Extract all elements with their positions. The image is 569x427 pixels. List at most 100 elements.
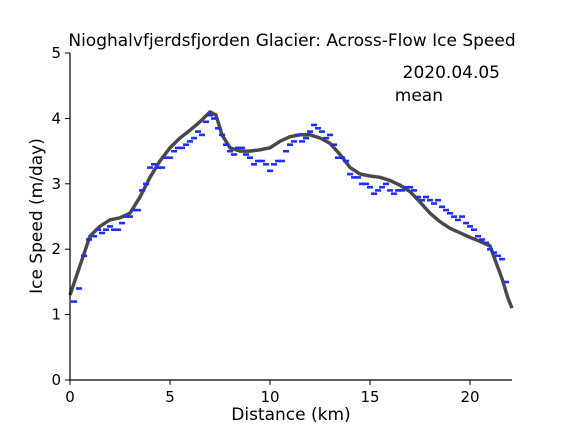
data-point-2020-04-05: [343, 159, 349, 163]
data-point-2020-04-05: [151, 163, 157, 166]
data-point-2020-04-05: [319, 130, 325, 133]
data-point-2020-04-05: [119, 221, 125, 225]
data-point-2020-04-05: [323, 136, 329, 140]
data-point-2020-04-05: [415, 195, 421, 199]
data-point-2020-04-05: [243, 153, 249, 156]
plot-area: [68, 110, 514, 309]
data-point-2020-04-05: [195, 130, 201, 133]
data-point-2020-04-05: [347, 172, 353, 176]
data-point-2020-04-05: [371, 192, 377, 195]
data-point-2020-04-05: [207, 113, 213, 117]
data-point-2020-04-05: [175, 146, 181, 150]
data-point-2020-04-05: [387, 189, 393, 192]
data-point-2020-04-05: [367, 185, 373, 189]
data-point-2020-04-05: [499, 257, 505, 261]
data-point-2020-04-05: [95, 228, 101, 231]
data-point-2020-04-05: [99, 231, 105, 235]
x-tick-label: 10: [260, 388, 279, 406]
x-ticks: 0 5 10 15 20: [65, 380, 480, 406]
data-point-2020-04-05: [375, 189, 381, 192]
legend: 2020.04.05 mean: [395, 63, 500, 106]
y-axis-label: Ice Speed (m/day): [27, 138, 47, 294]
data-point-2020-04-05: [279, 159, 285, 163]
y-ticks: 0 1 2 3 4 5: [51, 44, 70, 389]
y-tick-label: 2: [51, 240, 61, 258]
chart-title: Nioghalvfjerdsfjorden Glacier: Across-Fl…: [68, 31, 515, 51]
data-point-2020-04-05: [443, 208, 449, 212]
x-tick-label: 0: [65, 388, 75, 406]
data-point-2020-04-05: [351, 176, 357, 179]
data-point-2020-04-05: [339, 156, 345, 159]
data-point-2020-04-05: [247, 156, 253, 159]
data-point-2020-04-05: [223, 143, 229, 146]
data-point-2020-04-05: [135, 208, 141, 212]
data-point-2020-04-05: [363, 182, 369, 186]
x-tick-label: 5: [165, 388, 175, 406]
data-point-2020-04-05: [131, 208, 137, 212]
legend-label-mean: mean: [395, 86, 443, 106]
data-point-2020-04-05: [159, 166, 165, 169]
data-point-2020-04-05: [187, 140, 193, 143]
data-point-2020-04-05: [423, 195, 429, 199]
data-point-2020-04-05: [355, 176, 361, 179]
data-point-2020-04-05: [107, 225, 113, 228]
data-point-2020-04-05: [315, 127, 321, 130]
data-point-2020-04-05: [259, 159, 265, 163]
data-point-2020-04-05: [155, 166, 161, 169]
data-point-2020-04-05: [167, 156, 173, 159]
data-point-2020-04-05: [475, 234, 481, 238]
data-point-2020-04-05: [419, 198, 425, 202]
data-point-2020-04-05: [287, 143, 293, 146]
data-point-2020-04-05: [447, 212, 453, 215]
data-point-2020-04-05: [275, 159, 281, 163]
x-tick-label: 20: [460, 388, 479, 406]
data-point-2020-04-05: [303, 136, 309, 140]
data-point-2020-04-05: [267, 169, 273, 173]
data-point-2020-04-05: [467, 225, 473, 228]
y-tick-label: 0: [51, 371, 61, 389]
data-point-2020-04-05: [215, 127, 221, 130]
data-point-2020-04-05: [163, 156, 169, 159]
data-point-2020-04-05: [86, 238, 92, 241]
data-point-2020-04-05: [291, 140, 297, 143]
data-point-2020-04-05: [403, 185, 409, 189]
data-point-2020-04-05: [283, 149, 289, 153]
data-point-2020-04-05: [76, 287, 82, 290]
data-point-2020-04-05: [255, 159, 261, 163]
data-point-2020-04-05: [127, 215, 133, 218]
data-point-2020-04-05: [295, 133, 301, 137]
data-point-2020-04-05: [71, 300, 77, 303]
data-point-2020-04-05: [439, 205, 445, 209]
data-point-2020-04-05: [407, 185, 413, 189]
data-point-2020-04-05: [263, 163, 269, 166]
data-point-2020-04-05: [111, 228, 117, 231]
data-point-2020-04-05: [471, 228, 477, 231]
data-point-2020-04-05: [219, 133, 225, 137]
data-point-2020-04-05: [331, 143, 337, 146]
data-point-2020-04-05: [115, 228, 121, 231]
data-point-2020-04-05: [179, 146, 185, 150]
data-point-2020-04-05: [81, 254, 87, 258]
data-point-2020-04-05: [455, 218, 461, 222]
data-point-2020-04-05: [431, 202, 437, 205]
data-point-2020-04-05: [379, 185, 385, 189]
data-point-2020-04-05: [239, 146, 245, 150]
data-point-2020-04-05: [123, 215, 129, 218]
y-tick-label: 5: [51, 44, 61, 62]
legend-label-2020-04-05: 2020.04.05: [403, 63, 500, 83]
data-point-2020-04-05: [459, 215, 465, 218]
data-point-2020-04-05: [487, 248, 493, 251]
x-axis-label: Distance (km): [231, 405, 350, 425]
data-point-2020-04-05: [103, 228, 109, 231]
data-point-2020-04-05: [335, 156, 341, 159]
data-point-2020-04-05: [495, 254, 501, 258]
data-point-2020-04-05: [211, 117, 217, 120]
data-point-2020-04-05: [199, 133, 205, 137]
data-point-2020-04-05: [383, 182, 389, 186]
data-point-2020-04-05: [203, 120, 209, 124]
data-point-2020-04-05: [483, 241, 489, 245]
data-point-2020-04-05: [327, 133, 333, 137]
data-point-2020-04-05: [491, 251, 497, 254]
data-point-2020-04-05: [251, 163, 257, 166]
data-point-2020-04-05: [231, 153, 237, 156]
